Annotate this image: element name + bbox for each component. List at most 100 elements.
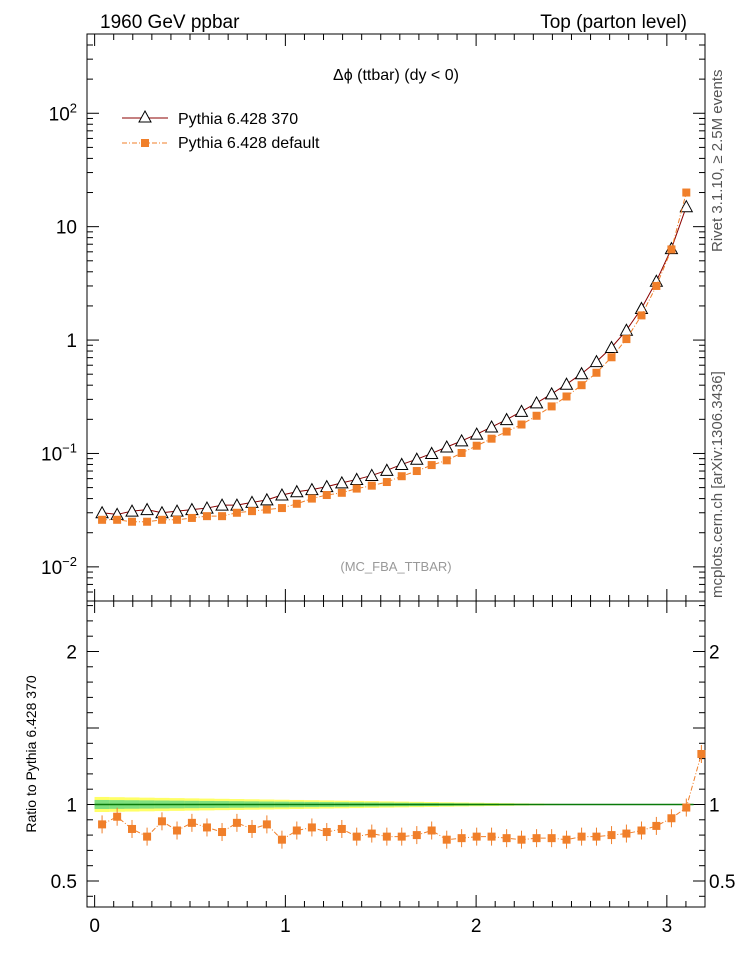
ratio-point bbox=[442, 835, 451, 844]
data-point-370 bbox=[319, 479, 334, 493]
ratio-panel-frame bbox=[86, 600, 706, 908]
ratio-y-tick-label-right: 2 bbox=[709, 642, 720, 663]
data-point-default bbox=[487, 434, 496, 443]
ratio-point bbox=[262, 820, 271, 829]
ratio-series-default bbox=[98, 745, 706, 849]
x-tick-label: 3 bbox=[662, 916, 673, 937]
data-point-370 bbox=[125, 504, 139, 517]
data-point-default bbox=[427, 461, 436, 470]
data-point-default bbox=[547, 402, 556, 411]
ratio-point bbox=[352, 832, 361, 841]
data-point-default bbox=[382, 478, 391, 487]
ratio-point bbox=[652, 821, 661, 830]
ratio-point bbox=[307, 823, 316, 832]
legend-marker-square bbox=[141, 139, 149, 147]
ratio-point bbox=[592, 832, 601, 841]
ratio-y-axis-label: Ratio to Pythia 6.428 370 bbox=[23, 675, 39, 832]
data-point-370 bbox=[260, 492, 274, 506]
ratio-point bbox=[457, 834, 466, 843]
ratio-point bbox=[562, 835, 571, 844]
data-point-default bbox=[173, 515, 182, 524]
ratio-point bbox=[487, 832, 496, 841]
ratio-tick-labels: 0.5 0.5 1 1 2 2 0 1 2 3 bbox=[51, 642, 736, 937]
ratio-y-tick-label: 1 bbox=[66, 795, 77, 816]
data-point-370 bbox=[589, 354, 604, 368]
ratio-point bbox=[532, 834, 541, 843]
data-point-370 bbox=[454, 433, 469, 447]
analysis-watermark: (MC_FBA_TTBAR) bbox=[340, 559, 451, 574]
ratio-point bbox=[187, 818, 196, 827]
ratio-point bbox=[682, 803, 691, 812]
main-y-tick-labels: 10−2 10−1 1 10 102 bbox=[41, 100, 77, 579]
data-point-370 bbox=[424, 446, 439, 459]
data-point-default bbox=[532, 411, 541, 420]
data-point-default bbox=[592, 368, 601, 377]
legend: Pythia 6.428 370 Pythia 6.428 default bbox=[122, 109, 320, 152]
data-point-default bbox=[667, 245, 676, 254]
ratio-point bbox=[232, 818, 241, 827]
data-point-default bbox=[442, 456, 451, 465]
data-point-370 bbox=[439, 439, 454, 453]
data-point-default bbox=[577, 381, 586, 390]
ratio-point bbox=[173, 826, 182, 835]
data-point-default bbox=[682, 188, 691, 197]
series-pythia-370 bbox=[95, 199, 694, 520]
data-point-default bbox=[143, 517, 152, 526]
ratio-point bbox=[128, 824, 137, 833]
data-point-370 bbox=[559, 377, 574, 390]
ratio-y-tick-label-right: 0.5 bbox=[709, 872, 735, 893]
data-point-default bbox=[307, 494, 316, 503]
data-point-default bbox=[247, 507, 256, 516]
data-point-default bbox=[607, 353, 616, 362]
ratio-point bbox=[607, 831, 616, 840]
data-point-default bbox=[128, 517, 137, 526]
ratio-point bbox=[622, 829, 631, 838]
data-point-default bbox=[157, 515, 166, 524]
data-point-370 bbox=[289, 484, 304, 498]
data-point-default bbox=[322, 491, 331, 500]
data-point-370 bbox=[514, 404, 529, 417]
ratio-point bbox=[247, 824, 256, 833]
data-point-default bbox=[652, 281, 661, 290]
ratio-point bbox=[427, 826, 436, 835]
data-point-370 bbox=[380, 463, 394, 476]
data-point-370 bbox=[364, 468, 379, 481]
data-point-370 bbox=[574, 366, 589, 380]
ratio-point bbox=[202, 823, 211, 832]
legend-marker-triangle bbox=[138, 109, 152, 123]
ratio-point bbox=[322, 828, 331, 837]
data-point-370 bbox=[140, 502, 154, 516]
data-point-370 bbox=[215, 498, 229, 511]
ratio-point bbox=[412, 831, 421, 840]
data-point-default bbox=[98, 515, 107, 524]
ratio-point bbox=[517, 835, 526, 844]
data-point-default bbox=[232, 508, 241, 517]
ratio-point bbox=[667, 814, 676, 823]
data-point-370 bbox=[604, 340, 619, 353]
data-point-370 bbox=[499, 412, 514, 426]
ratio-uncertainty-band bbox=[94, 796, 694, 813]
y-tick-label: 1 bbox=[66, 331, 77, 352]
data-point-370 bbox=[349, 472, 364, 485]
rivet-version-label: Rivet 3.1.10, ≥ 2.5M events bbox=[709, 70, 726, 253]
data-point-370 bbox=[619, 323, 634, 336]
data-point-default bbox=[218, 512, 227, 521]
ratio-point bbox=[367, 829, 376, 838]
ratio-point bbox=[697, 750, 706, 758]
ratio-y-tick-label: 0.5 bbox=[51, 872, 77, 893]
legend-label-370: Pythia 6.428 370 bbox=[178, 111, 298, 128]
y-tick-label: 10 bbox=[56, 218, 77, 239]
data-point-default bbox=[412, 467, 421, 476]
data-point-370 bbox=[544, 386, 559, 400]
series-pythia-default bbox=[98, 188, 691, 526]
data-point-default bbox=[517, 420, 526, 429]
data-point-default bbox=[457, 448, 466, 457]
ratio-point bbox=[277, 835, 286, 844]
data-point-370 bbox=[409, 452, 424, 465]
y-tick-label: 10−2 bbox=[41, 554, 77, 579]
data-point-370 bbox=[469, 427, 484, 440]
data-point-default bbox=[187, 513, 196, 522]
data-point-default bbox=[472, 441, 481, 450]
ratio-point bbox=[218, 828, 227, 837]
data-point-370 bbox=[679, 199, 694, 213]
